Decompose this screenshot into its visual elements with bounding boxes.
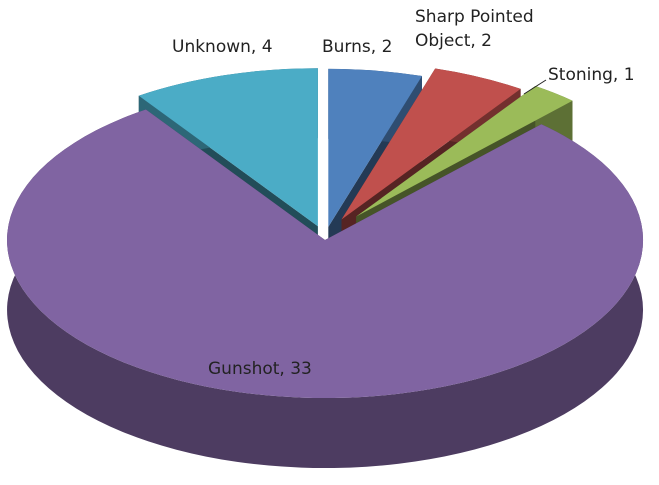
slice-side	[7, 109, 644, 469]
leader-line	[523, 79, 547, 95]
data-label: Sharp Pointed Object, 2	[415, 7, 539, 51]
slice	[7, 109, 644, 469]
data-label: Unknown, 4	[172, 37, 273, 57]
data-label: Gunshot, 33	[208, 359, 312, 379]
slice	[341, 68, 521, 220]
slice	[356, 86, 573, 217]
slice	[7, 109, 644, 399]
data-label: Burns, 2	[322, 37, 392, 57]
slice	[138, 68, 318, 227]
data-label: Stoning, 1	[548, 65, 635, 85]
slice	[328, 68, 422, 227]
